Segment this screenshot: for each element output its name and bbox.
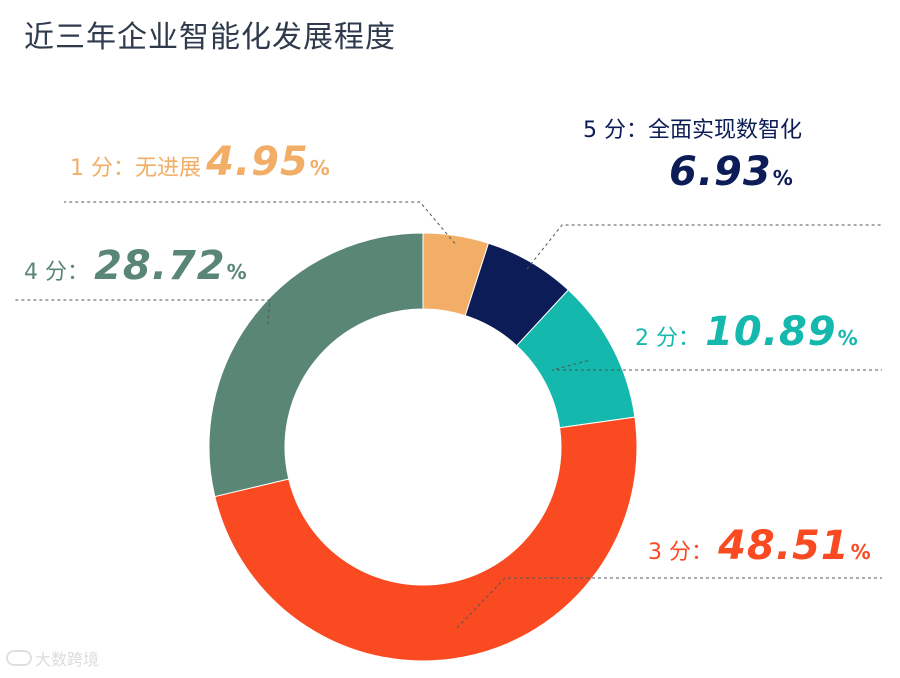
label-score-4: 4 分： 28.72% <box>24 246 247 286</box>
label-unit: % <box>309 156 330 180</box>
label-value: 48.51 <box>718 523 850 569</box>
label-value: 28.72 <box>94 243 226 289</box>
label-category: 5 分：全面实现数智化 <box>583 118 802 143</box>
label-category: 3 分： <box>648 540 713 565</box>
slice-5 <box>208 232 424 498</box>
label-unit: % <box>226 260 247 284</box>
label-unit: % <box>850 540 871 564</box>
label-unit: % <box>837 326 858 350</box>
watermark: 大数跨境 <box>6 646 99 670</box>
label-score-5: 5 分：全面实现数智化 6.93% <box>583 118 802 195</box>
label-score-3: 3 分： 48.51% <box>648 526 871 566</box>
logo-icon <box>6 650 32 666</box>
slice-4 <box>214 416 638 662</box>
label-value: 4.95 <box>206 139 309 185</box>
leader-line-2 <box>526 224 882 270</box>
label-value: 6.93 <box>669 149 772 195</box>
watermark-text: 大数跨境 <box>35 650 100 669</box>
leader-line-5 <box>14 299 271 325</box>
chart-title: 近三年企业智能化发展程度 <box>24 20 396 55</box>
leader-line-3 <box>551 360 882 371</box>
label-value: 10.89 <box>705 309 837 355</box>
label-score-1: 1 分：无进展 4.95% <box>70 142 330 182</box>
label-unit: % <box>772 166 793 190</box>
leader-line-4 <box>456 577 882 629</box>
leader-line-1 <box>64 201 456 244</box>
label-category: 4 分： <box>24 260 89 285</box>
label-score-2: 2 分： 10.89% <box>635 312 858 352</box>
label-category: 1 分：无进展 <box>70 156 201 181</box>
label-category: 2 分： <box>635 326 700 351</box>
